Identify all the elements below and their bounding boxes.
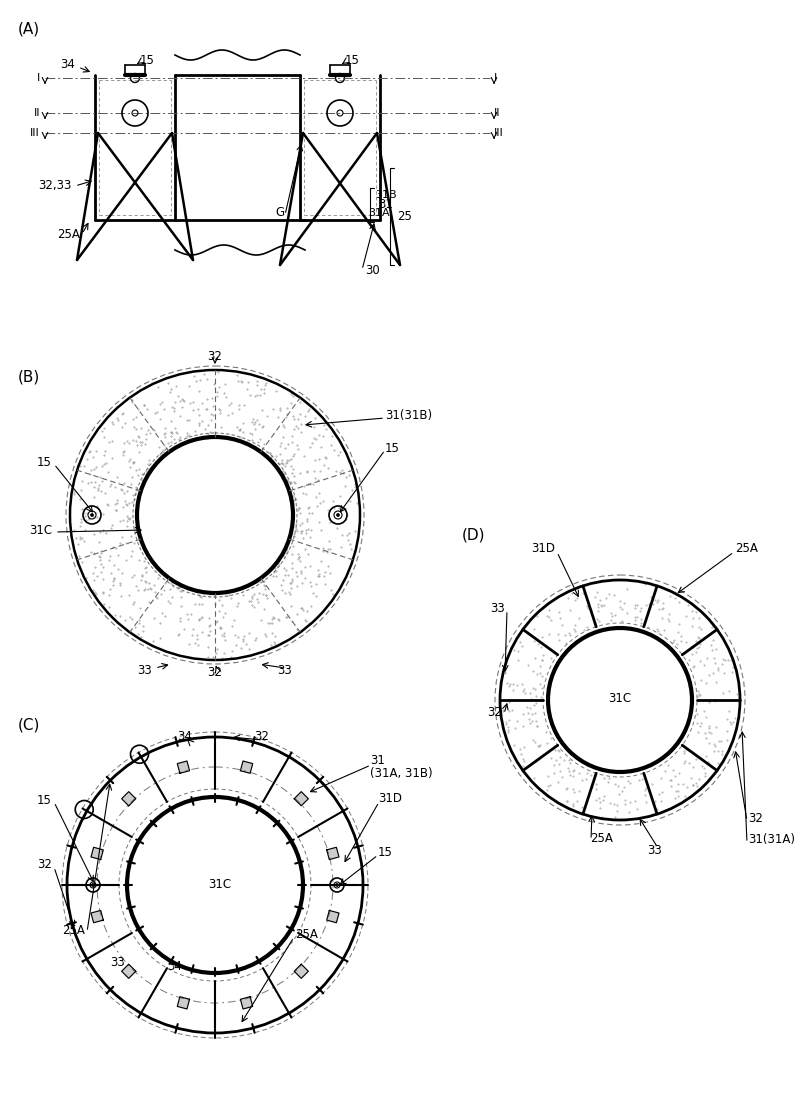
Text: (C): (C): [18, 718, 40, 733]
Polygon shape: [91, 910, 103, 923]
Text: 31B: 31B: [375, 190, 397, 200]
Text: 32: 32: [207, 665, 222, 679]
Text: 30: 30: [365, 263, 380, 277]
Text: 31C: 31C: [29, 524, 52, 537]
Polygon shape: [122, 964, 136, 979]
Text: 34: 34: [167, 961, 182, 973]
Text: 31A: 31A: [368, 208, 390, 218]
Text: 32: 32: [207, 350, 222, 362]
Polygon shape: [178, 761, 190, 774]
Text: 15: 15: [37, 794, 52, 807]
Text: II: II: [494, 108, 501, 118]
Text: 33: 33: [648, 844, 662, 857]
Polygon shape: [294, 792, 308, 806]
Text: II: II: [34, 108, 40, 118]
Text: G: G: [276, 207, 285, 219]
Circle shape: [90, 514, 94, 517]
Text: III: III: [30, 128, 40, 138]
Text: 33: 33: [278, 663, 292, 676]
Circle shape: [335, 883, 338, 887]
Text: 31C: 31C: [209, 879, 231, 891]
Text: 32: 32: [748, 811, 763, 825]
Polygon shape: [122, 792, 136, 806]
Text: 25A: 25A: [295, 929, 318, 941]
Circle shape: [91, 883, 94, 887]
Polygon shape: [178, 996, 190, 1008]
Polygon shape: [326, 847, 339, 859]
Circle shape: [337, 514, 339, 517]
Text: I: I: [494, 73, 498, 83]
Text: 15: 15: [385, 442, 400, 455]
Polygon shape: [241, 761, 253, 774]
Text: 25A: 25A: [57, 228, 80, 241]
Text: 33: 33: [138, 663, 152, 676]
Text: 31: 31: [370, 754, 385, 766]
Text: 31: 31: [378, 198, 393, 211]
Text: 31D: 31D: [378, 792, 402, 805]
Text: 33: 33: [110, 955, 126, 969]
Text: (A): (A): [18, 22, 40, 37]
Text: 34: 34: [178, 731, 193, 744]
Text: 31C: 31C: [609, 692, 631, 704]
Text: 25A: 25A: [62, 923, 85, 937]
Text: (D): (D): [462, 528, 486, 544]
Text: (B): (B): [18, 370, 40, 385]
Text: 15: 15: [37, 455, 52, 468]
Text: 32: 32: [254, 731, 270, 744]
Text: 32: 32: [37, 859, 52, 871]
Text: 31(31B): 31(31B): [385, 408, 432, 422]
Text: 25A: 25A: [735, 541, 758, 555]
Text: 31D: 31D: [531, 541, 555, 555]
Text: 31(31A): 31(31A): [748, 834, 795, 847]
Text: 33: 33: [490, 601, 505, 614]
Text: 25A: 25A: [590, 831, 613, 845]
Text: 15: 15: [345, 53, 360, 66]
Text: 34: 34: [60, 59, 75, 72]
Text: 32: 32: [487, 705, 502, 718]
Polygon shape: [91, 847, 103, 859]
Text: III: III: [494, 128, 504, 138]
Polygon shape: [241, 996, 253, 1008]
Text: 32,33: 32,33: [38, 178, 72, 192]
Polygon shape: [326, 910, 339, 923]
Text: I: I: [37, 73, 40, 83]
Text: 15: 15: [140, 53, 155, 66]
Polygon shape: [294, 964, 308, 979]
Text: (31A, 31B): (31A, 31B): [370, 766, 433, 779]
Text: 25: 25: [397, 209, 412, 223]
Text: 15: 15: [378, 846, 393, 859]
